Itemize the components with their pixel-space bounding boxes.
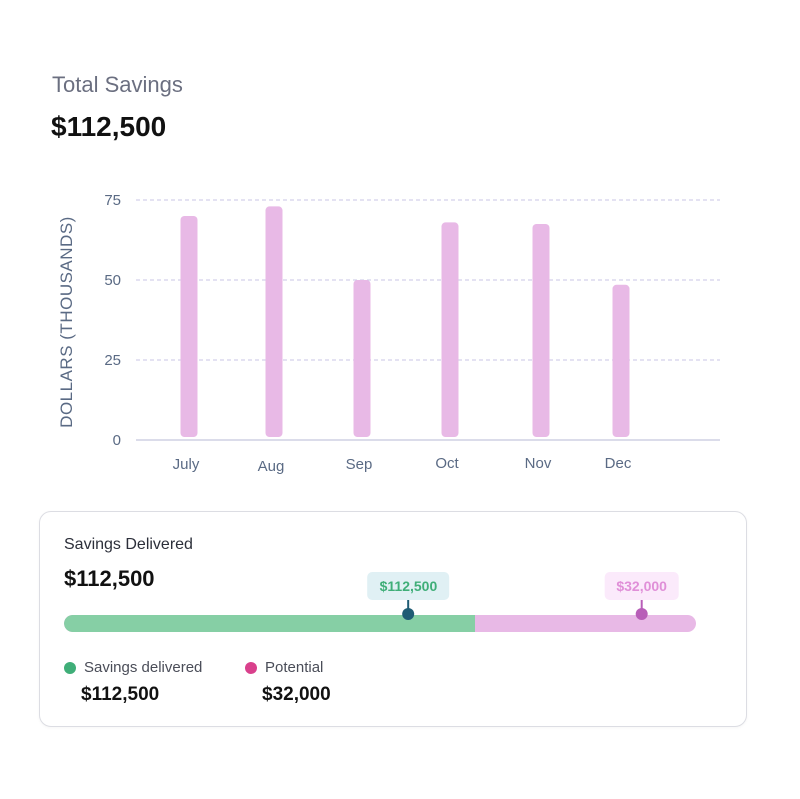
potential-marker-stem	[640, 600, 643, 610]
legend-label-delivered: Savings delivered	[84, 659, 203, 676]
legend-value-potential: $32,000	[262, 684, 331, 705]
delivered-marker-dot	[402, 608, 415, 620]
delivered-marker-stem	[407, 600, 410, 610]
card-title: Savings Delivered	[64, 536, 193, 553]
y-tick-label-25: 25	[104, 352, 121, 369]
y-axis-label: DOLLARS (THOUSANDS)	[57, 216, 76, 428]
potential-marker-dot	[635, 608, 648, 620]
legend-value-delivered: $112,500	[81, 684, 160, 705]
x-tick-label-oct: Oct	[435, 455, 459, 472]
x-tick-label-nov: Nov	[525, 455, 552, 472]
delivered-marker-label: $112,500	[367, 572, 450, 600]
bar-aug	[265, 206, 283, 437]
x-tick-label-dec: Dec	[605, 455, 632, 472]
y-tick-label-75: 75	[104, 192, 121, 209]
bar-dec	[612, 284, 630, 437]
card-value: $112,500	[64, 566, 155, 591]
delivered-fill	[64, 615, 475, 632]
bar-nov	[532, 224, 550, 437]
x-tick-label-sep: Sep	[346, 456, 373, 473]
savings-progress-bar	[64, 615, 696, 632]
total-savings-label: Total Savings	[52, 72, 183, 97]
potential-marker-label: $32,000	[604, 572, 679, 600]
legend-item-potential: Potential	[245, 659, 323, 676]
bar-july	[180, 216, 198, 437]
bar-sep	[353, 280, 371, 437]
x-tick-label-july: July	[173, 456, 200, 473]
legend-dot-delivered	[64, 661, 76, 674]
total-savings-value: $112,500	[51, 111, 167, 142]
savings-bar-chart: 0 25 50 75 DOLLARS (THOUSANDS) July Aug Sep Oct N…	[57, 192, 720, 475]
potential-marker: $32,000	[604, 572, 679, 620]
x-tick-label-aug: Aug	[258, 458, 285, 475]
bar-oct	[441, 222, 459, 437]
legend-label-potential: Potential	[265, 659, 324, 676]
y-tick-label-50: 50	[104, 272, 121, 289]
legend-dot-potential	[245, 661, 257, 674]
legend-item-delivered: Savings delivered	[64, 659, 202, 676]
y-tick-label-0: 0	[113, 432, 121, 449]
savings-delivered-card: Savings Delivered $112,500 $112,500 $32,…	[39, 511, 747, 727]
delivered-marker: $112,500	[367, 572, 450, 620]
